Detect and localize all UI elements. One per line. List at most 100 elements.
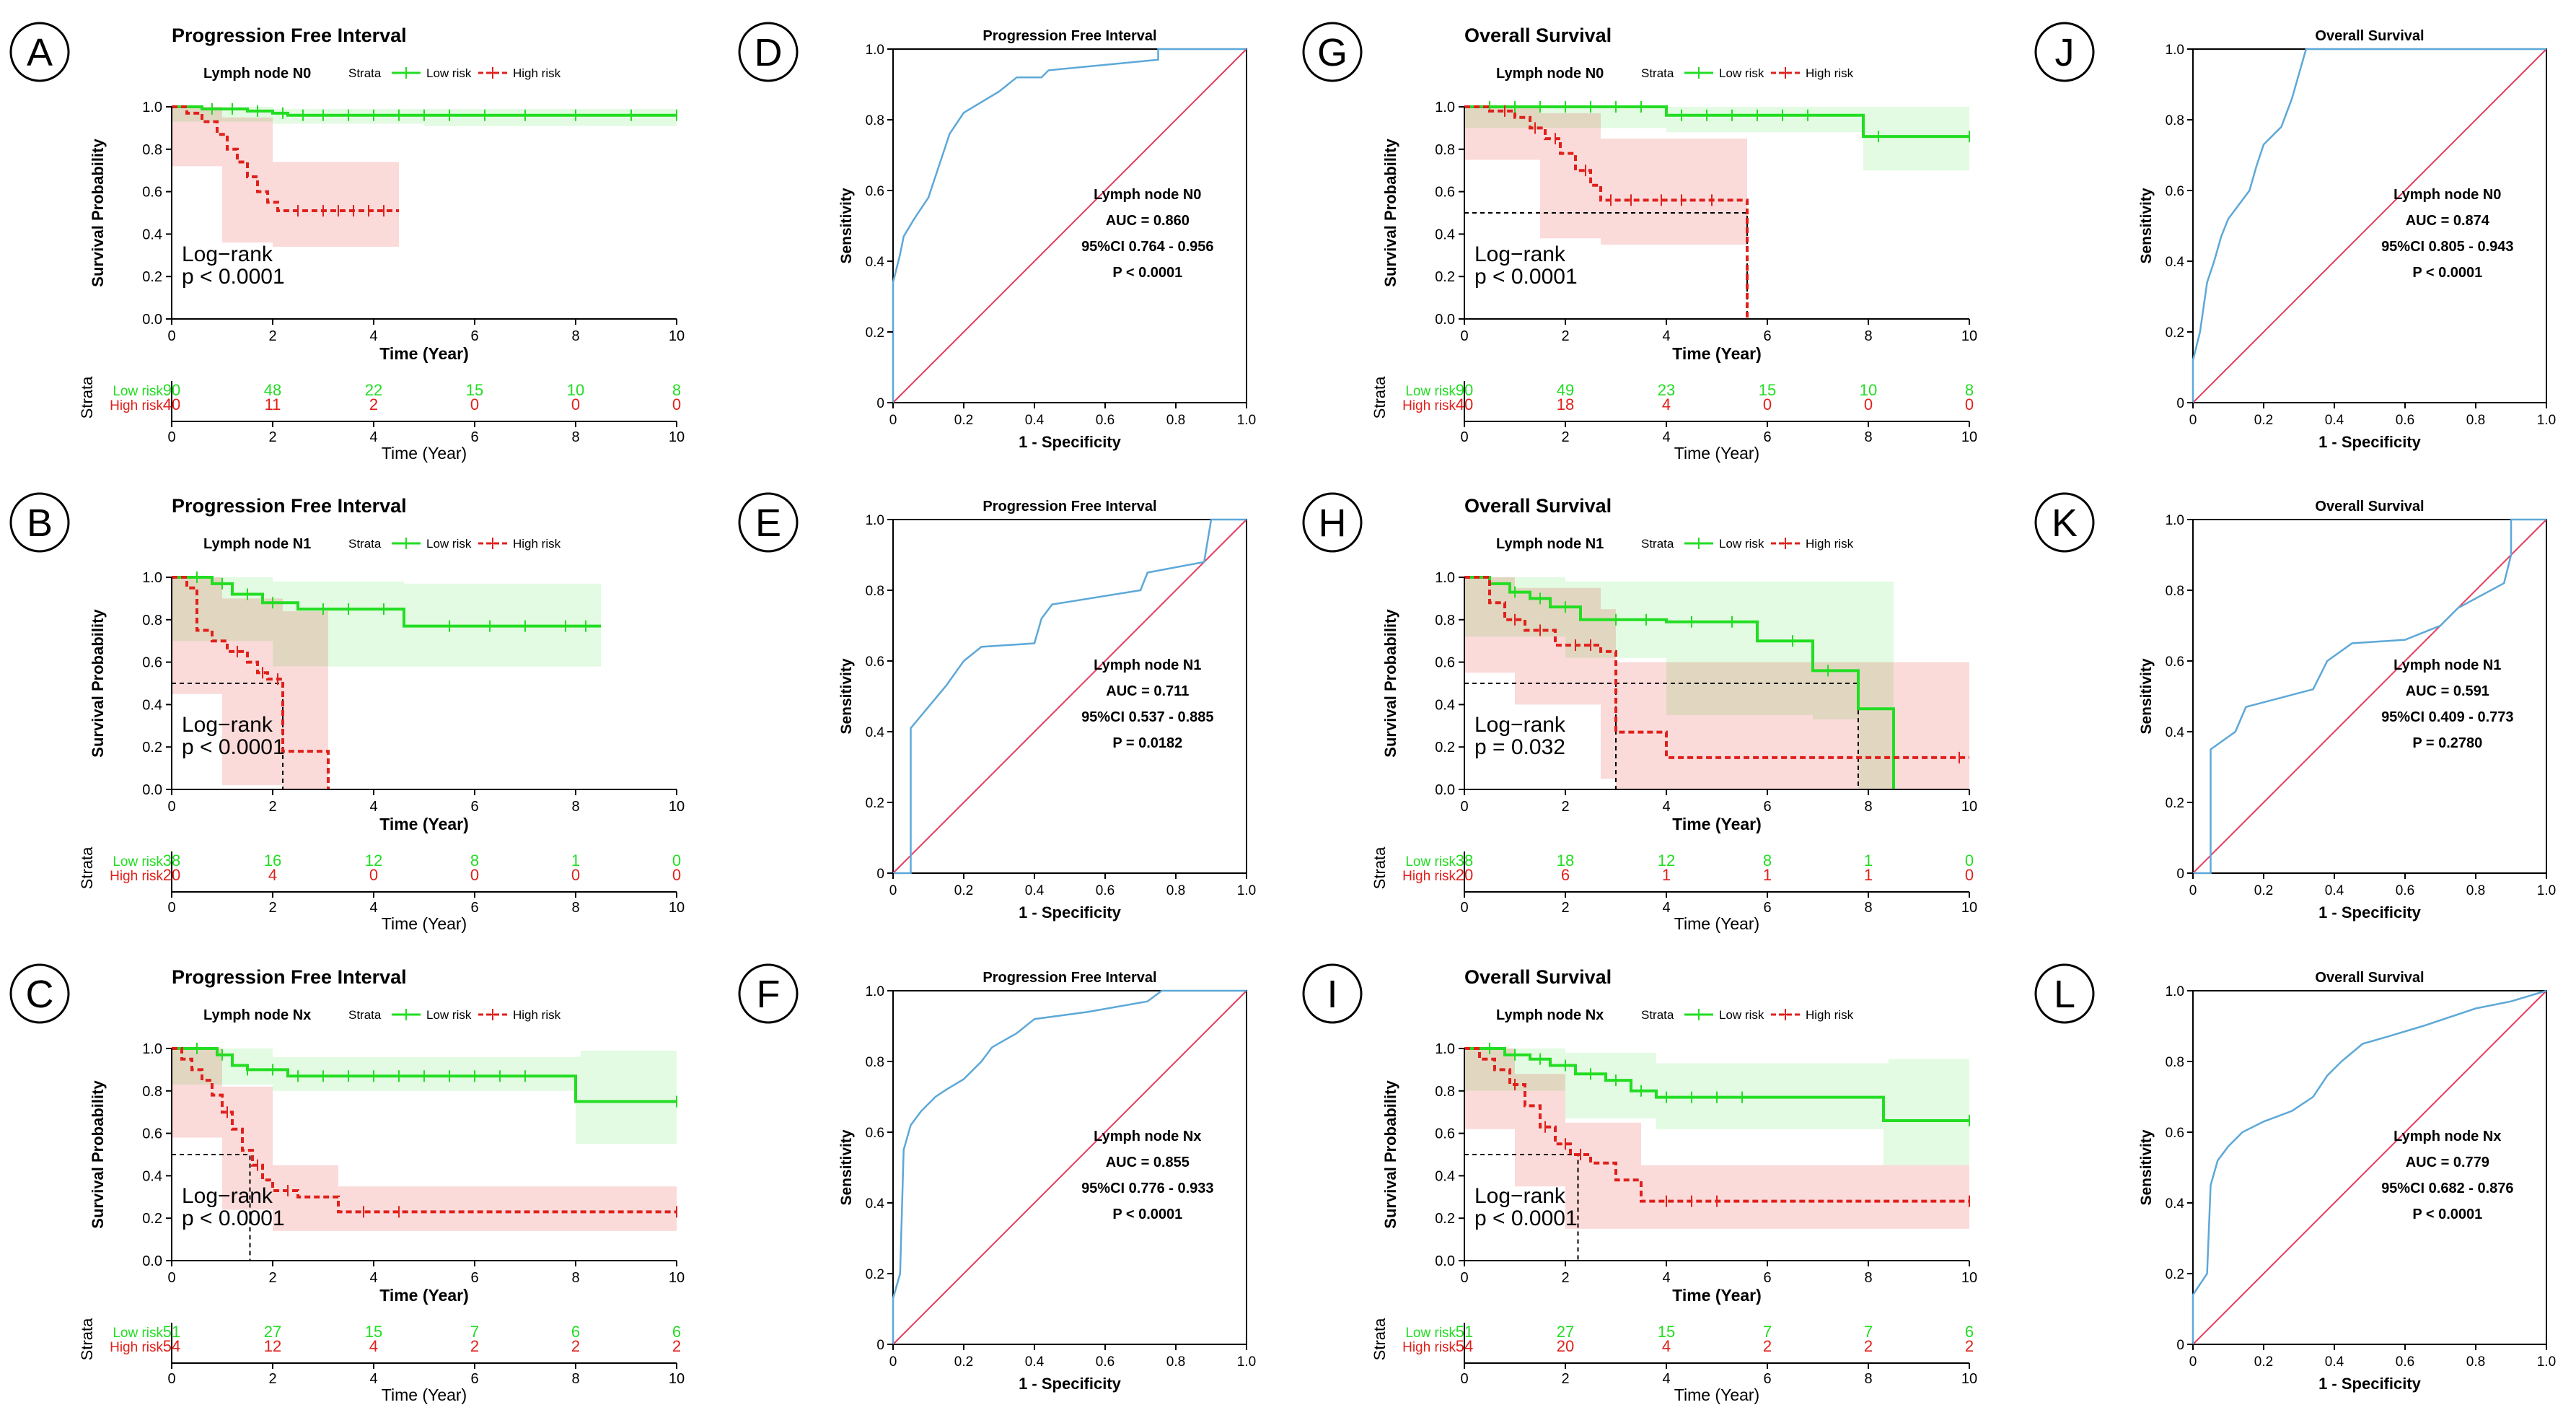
risk-count-low: 6 xyxy=(571,1323,580,1341)
x-tick-label: 4 xyxy=(1662,328,1670,344)
roc-frame xyxy=(892,990,1247,1345)
risk-count-high: 0 xyxy=(1965,866,1974,884)
risk-count-low: 7 xyxy=(1763,1323,1772,1341)
risk-row-high-label: High risk xyxy=(1402,398,1456,413)
y-tick-label: 0.8 xyxy=(1435,613,1455,629)
ci-band-low xyxy=(1464,107,1969,171)
y-tick-label: 0.8 xyxy=(1435,1084,1455,1100)
risk-row-low-label: Low risk xyxy=(113,1326,163,1341)
panel-letter-circle xyxy=(9,22,70,82)
roc-diagonal xyxy=(892,48,1247,403)
ci-band-high xyxy=(172,577,328,789)
roc-auc-label: AUC = 0.855 xyxy=(1106,1155,1190,1170)
km-title: Progression Free Interval xyxy=(172,966,407,988)
risk-count-low: 16 xyxy=(264,851,281,870)
legend-low-censor xyxy=(1693,67,1705,79)
risk-count-low: 7 xyxy=(1864,1323,1873,1341)
roc-y-tick-label: 0 xyxy=(876,867,884,882)
ci-band-high xyxy=(172,107,399,248)
risk-count-high: 20 xyxy=(1557,1337,1574,1355)
risk-count-high: 4 xyxy=(1662,395,1671,413)
y-tick-label: 0.6 xyxy=(142,185,162,201)
pvalue-label: p < 0.0001 xyxy=(182,735,285,759)
risk-x-tick-label: 10 xyxy=(669,429,685,445)
roc-auc-label: AUC = 0.860 xyxy=(1106,213,1190,229)
x-tick-label: 0 xyxy=(1460,799,1468,815)
risk-count-high: 6 xyxy=(1561,866,1570,884)
x-tick-label: 6 xyxy=(1763,328,1771,344)
x-tick-label: 6 xyxy=(470,1270,478,1286)
roc-curve xyxy=(893,518,1247,875)
x-tick-label: 0 xyxy=(1460,328,1468,344)
legend-high-censor xyxy=(487,1009,498,1020)
risk-count-low: 8 xyxy=(470,851,479,870)
km-xlabel: Time (Year) xyxy=(1672,344,1762,363)
km-title: Overall Survival xyxy=(1464,966,1612,988)
roc-x-tick-label: 0.2 xyxy=(2254,413,2273,428)
roc-curve xyxy=(2192,989,2547,1344)
risk-count-low: 90 xyxy=(163,381,180,399)
roc-x-tick-label: 0.2 xyxy=(2254,883,2273,898)
roc-y-tick-label: 0.2 xyxy=(2166,325,2184,341)
risk-count-low: 15 xyxy=(466,381,483,399)
risk-row-low-label: Low risk xyxy=(1405,854,1456,870)
roc-x-tick-label: 0.6 xyxy=(2396,413,2414,428)
roc-x-tick-label: 0.8 xyxy=(2466,413,2485,428)
legend-strata: Strata xyxy=(348,1008,382,1022)
roc-x-tick-label: 0.6 xyxy=(1096,883,1115,898)
risk-row-high-label: High risk xyxy=(110,398,163,413)
risk-x-tick-label: 10 xyxy=(669,1371,685,1387)
risk-x-tick-label: 0 xyxy=(1460,429,1468,445)
panel-letter: H xyxy=(1319,502,1347,545)
risk-count-high: 0 xyxy=(1965,395,1974,413)
y-tick-label: 0.4 xyxy=(142,1168,162,1184)
km-xlabel: Time (Year) xyxy=(379,344,469,363)
km-curve-low xyxy=(1464,576,1895,789)
x-tick-label: 4 xyxy=(369,799,377,815)
roc-y-tick-label: 1.0 xyxy=(2166,984,2184,999)
pvalue-label: p < 0.0001 xyxy=(1474,265,1578,289)
roc-auc-label: AUC = 0.779 xyxy=(2406,1155,2489,1170)
roc-title: Overall Survival xyxy=(2315,970,2424,986)
roc-title: Overall Survival xyxy=(2315,28,2424,44)
y-tick-label: 1.0 xyxy=(142,570,162,586)
x-tick-label: 0 xyxy=(1460,1270,1468,1286)
risk-xlabel: Time (Year) xyxy=(382,444,467,463)
risk-count-high: 0 xyxy=(369,866,378,884)
roc-x-tick-label: 1.0 xyxy=(2537,1354,2556,1370)
panel-letter: J xyxy=(2055,31,2075,74)
panel-letter: D xyxy=(755,31,783,74)
roc-y-tick-label: 0 xyxy=(876,396,884,411)
risk-row-low-label: Low risk xyxy=(113,384,163,399)
risk-x-tick-label: 2 xyxy=(268,1371,276,1387)
roc-curve xyxy=(892,989,1247,1344)
risk-x-tick-label: 8 xyxy=(571,1371,579,1387)
roc-y-tick-label: 0 xyxy=(876,1338,884,1353)
risk-x-tick-label: 4 xyxy=(369,900,377,916)
km-ylabel: Survival Probability xyxy=(89,1080,107,1229)
x-tick-label: 0 xyxy=(167,799,175,815)
roc-x-tick-label: 1.0 xyxy=(1237,413,1256,428)
risk-x-tick-label: 8 xyxy=(571,900,579,916)
roc-y-tick-label: 0.4 xyxy=(2166,1196,2185,1212)
risk-count-low: 49 xyxy=(1557,381,1574,399)
panel-C: C Progression Free Interval Lymph node Nx S… xyxy=(9,963,685,1404)
y-tick-label: 0.0 xyxy=(142,312,162,328)
roc-y-tick-label: 1.0 xyxy=(866,43,884,58)
roc-y-tick-label: 0.6 xyxy=(2166,184,2184,199)
risk-count-high: 20 xyxy=(1456,866,1473,884)
risk-count-high: 2 xyxy=(672,1337,681,1355)
risk-x-tick-label: 6 xyxy=(1763,1371,1771,1387)
risk-x-tick-label: 10 xyxy=(1961,429,1977,445)
roc-y-tick-label: 0.8 xyxy=(866,1055,884,1070)
risk-count-low: 15 xyxy=(1658,1323,1675,1341)
roc-x-tick-label: 0.6 xyxy=(1096,1354,1115,1370)
risk-table-axes xyxy=(1464,851,1969,893)
strata-label: Strata xyxy=(78,1318,96,1360)
roc-curve xyxy=(2193,518,2546,875)
panel-letter-circle xyxy=(738,963,799,1024)
strata-label: Strata xyxy=(1371,1318,1389,1360)
risk-x-tick-label: 8 xyxy=(1864,429,1872,445)
risk-table-axes xyxy=(171,381,677,422)
